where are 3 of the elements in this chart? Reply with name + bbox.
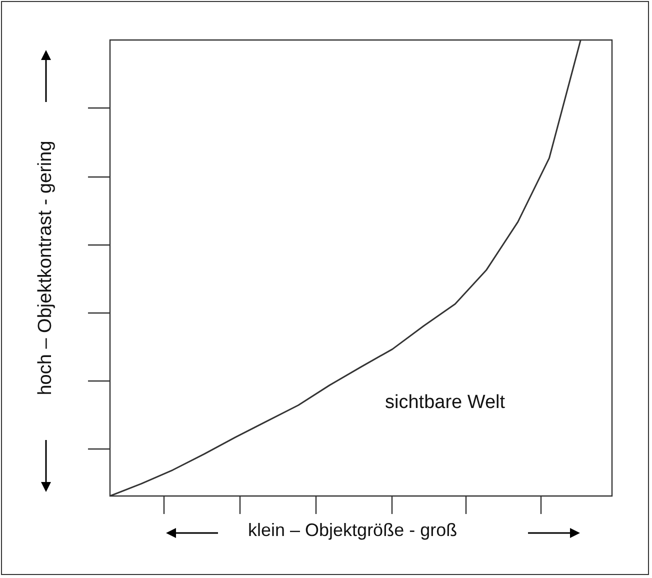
x-axis-title: klein – Objektgröße - groß (248, 520, 458, 541)
y-axis-title: hoch – Objektkontrast - gering (35, 140, 57, 396)
annotation: sichtbare Welt (385, 392, 506, 414)
